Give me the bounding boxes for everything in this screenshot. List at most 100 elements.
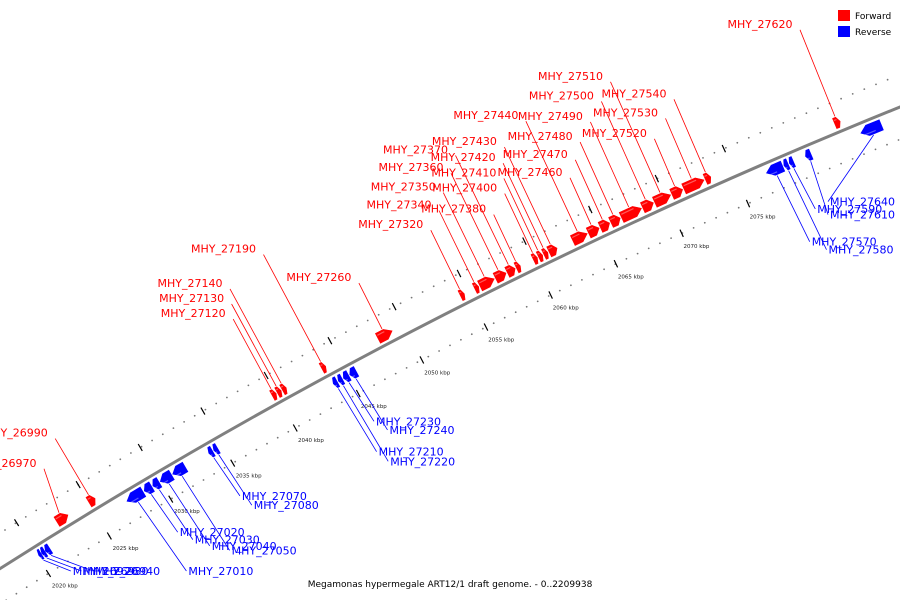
gene-label-MHY_27540[interactable]: MHY_27540: [602, 87, 667, 100]
track-dot: [532, 235, 535, 238]
gene-label-MHY_27510[interactable]: MHY_27510: [538, 70, 603, 83]
gene-MHY_27620[interactable]: [832, 116, 841, 129]
gene-label-MHY_27010[interactable]: MHY_27010: [188, 565, 253, 578]
gene-label-MHY_27260[interactable]: MHY_27260: [286, 271, 351, 284]
gene-MHY_27570[interactable]: [766, 160, 786, 176]
gene-label-MHY_27140[interactable]: MHY_27140: [158, 277, 223, 290]
gene-MHY_27420[interactable]: [541, 248, 549, 260]
gene-MHY_27190[interactable]: [318, 362, 327, 374]
gene-label-MHY_27500[interactable]: MHY_27500: [529, 89, 594, 102]
gene-label-MHY_27070[interactable]: MHY_27070: [242, 490, 307, 503]
gene-label-MHY_27590[interactable]: MHY_27590: [817, 203, 882, 216]
gene-MHY_27480[interactable]: [608, 214, 621, 228]
gene-MHY_26920[interactable]: [36, 548, 45, 560]
gene-MHY_27120[interactable]: [269, 389, 278, 401]
gene-MHY_27400[interactable]: [530, 253, 539, 265]
gene-MHY_27590[interactable]: [788, 156, 796, 168]
gene-MHY_27050[interactable]: [172, 461, 189, 477]
gene-label-MHY_27340[interactable]: MHY_27340: [367, 199, 432, 212]
gene-MHY_27510[interactable]: [652, 192, 672, 208]
gene-label-MHY_27040[interactable]: MHY_27040: [212, 540, 277, 553]
gene-MHY_27070[interactable]: [207, 445, 216, 458]
gene-MHY_27350[interactable]: [477, 276, 495, 292]
track-dot: [679, 167, 682, 170]
gene-MHY_27020[interactable]: [143, 481, 155, 495]
gene-label-MHY_27640[interactable]: MHY_27640: [830, 196, 895, 209]
gene-MHY_27610[interactable]: [805, 148, 814, 161]
gene-label-MHY_27030[interactable]: MHY_27030: [195, 534, 260, 547]
gene-MHY_27490[interactable]: [618, 206, 642, 223]
gene-MHY_27230[interactable]: [342, 370, 352, 383]
gene-MHY_27640[interactable]: [860, 119, 884, 136]
gene-label-MHY_27520[interactable]: MHY_27520: [582, 127, 647, 140]
gene-MHY_27410[interactable]: [535, 250, 544, 263]
gene-MHY_27520[interactable]: [669, 186, 683, 200]
gene-MHY_27260[interactable]: [374, 329, 393, 344]
gene-MHY_27240[interactable]: [349, 366, 360, 379]
gene-MHY_27370[interactable]: [504, 264, 516, 278]
gene-label-MHY_26940[interactable]: MHY_26940: [95, 565, 160, 578]
gene-label-MHY_27050[interactable]: MHY_27050: [232, 544, 297, 557]
gene-MHY_27040[interactable]: [159, 469, 175, 484]
gene-MHY_27470[interactable]: [597, 219, 610, 233]
gene-label-MHY_27370[interactable]: MHY_27370: [383, 143, 448, 156]
gene-MHY_27530[interactable]: [681, 177, 705, 195]
gene-MHY_26940[interactable]: [44, 543, 54, 556]
gene-label-MHY_27610[interactable]: MHY_27610: [830, 209, 895, 222]
gene-MHY_26930[interactable]: [39, 546, 49, 558]
gene-label-MHY_27320[interactable]: MHY_27320: [358, 218, 423, 231]
gene-label-MHY_27020[interactable]: MHY_27020: [180, 526, 245, 539]
gene-MHY_27360[interactable]: [492, 270, 507, 284]
legend-label-reverse: Reverse: [855, 28, 892, 38]
gene-MHY_27500[interactable]: [640, 199, 654, 214]
gene-label-MHY_26990[interactable]: MHY_26990: [0, 427, 48, 440]
gene-label-MHY_27460[interactable]: MHY_27460: [498, 166, 563, 179]
gene-label-MHY_27430[interactable]: MHY_27430: [432, 135, 497, 148]
gene-MHY_27430[interactable]: [546, 244, 558, 258]
gene-label-MHY_27490[interactable]: MHY_27490: [518, 110, 583, 123]
gene-label-MHY_27220[interactable]: MHY_27220: [390, 455, 455, 468]
gene-MHY_26970[interactable]: [53, 512, 69, 527]
gene-label-MHY_27570[interactable]: MHY_27570: [812, 236, 877, 249]
gene-label-MHY_27620[interactable]: MHY_27620: [728, 18, 793, 31]
leader-MHY_27050: [181, 475, 230, 551]
gene-label-MHY_27400[interactable]: MHY_27400: [432, 182, 497, 195]
gene-MHY_27380[interactable]: [513, 261, 522, 274]
gene-MHY_27220[interactable]: [337, 373, 346, 386]
leader-MHY_27410: [503, 178, 539, 251]
gene-MHY_26990[interactable]: [85, 495, 96, 508]
gene-label-MHY_27410[interactable]: MHY_27410: [431, 166, 496, 179]
gene-MHY_27010[interactable]: [126, 486, 147, 503]
gene-MHY_27140[interactable]: [279, 383, 288, 396]
gene-label-MHY_27210[interactable]: MHY_27210: [379, 446, 444, 459]
gene-label-MHY_26930[interactable]: MHY_26930: [84, 565, 149, 578]
gene-label-MHY_27130[interactable]: MHY_27130: [159, 292, 224, 305]
gene-label-MHY_27530[interactable]: MHY_27530: [593, 106, 658, 119]
gene-MHY_27340[interactable]: [471, 282, 480, 294]
gene-label-MHY_26970[interactable]: MHY_26970: [0, 457, 36, 470]
gene-label-MHY_27240[interactable]: MHY_27240: [390, 424, 455, 437]
gene-label-MHY_27350[interactable]: MHY_27350: [371, 181, 436, 194]
gene-MHY_27030[interactable]: [152, 477, 163, 490]
gene-MHY_27440[interactable]: [570, 231, 588, 246]
gene-MHY_27540[interactable]: [702, 172, 712, 185]
gene-label-MHY_27420[interactable]: MHY_27420: [431, 151, 496, 164]
gene-MHY_27080[interactable]: [212, 443, 221, 455]
gene-label-MHY_26920[interactable]: MHY_26920: [73, 565, 138, 578]
gene-label-MHY_27360[interactable]: MHY_27360: [379, 161, 444, 174]
gene-label-MHY_27120[interactable]: MHY_27120: [161, 307, 226, 320]
gene-MHY_27580[interactable]: [783, 158, 791, 171]
gene-MHY_27460[interactable]: [585, 224, 600, 239]
gene-MHY_27130[interactable]: [274, 386, 283, 398]
gene-MHY_27210[interactable]: [332, 376, 341, 388]
gene-label-MHY_27580[interactable]: MHY_27580: [829, 244, 894, 257]
gene-label-MHY_27480[interactable]: MHY_27480: [508, 130, 573, 143]
gene-label-MHY_27470[interactable]: MHY_27470: [503, 148, 568, 161]
gene-label-MHY_27190[interactable]: MHY_27190: [191, 243, 256, 256]
gene-label-MHY_27380[interactable]: MHY_27380: [421, 203, 486, 216]
gene-label-MHY_27230[interactable]: MHY_27230: [376, 415, 441, 428]
gene-MHY_27320[interactable]: [457, 289, 466, 301]
tick-mark: [654, 174, 660, 183]
gene-label-MHY_27080[interactable]: MHY_27080: [254, 499, 319, 512]
gene-label-MHY_27440[interactable]: MHY_27440: [453, 109, 518, 122]
